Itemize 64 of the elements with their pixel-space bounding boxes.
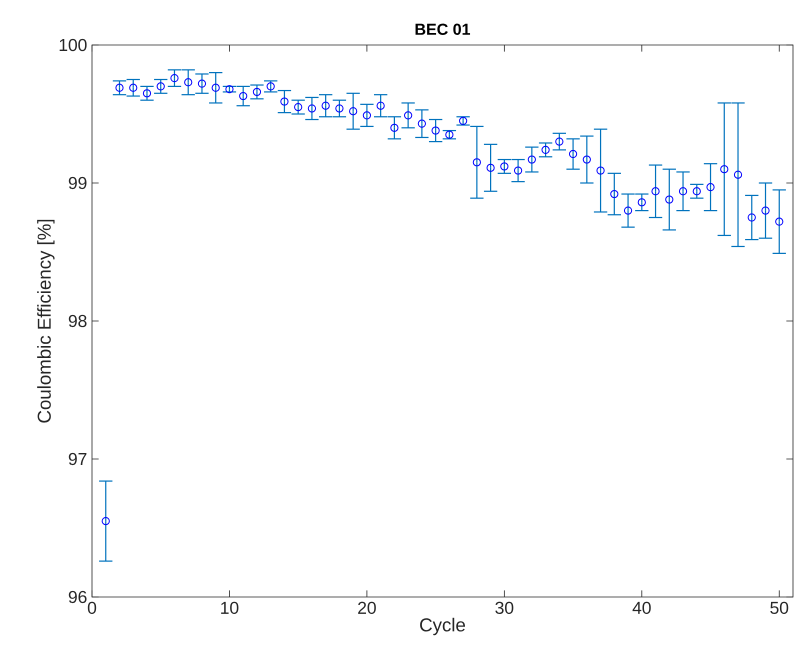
point [156, 82, 165, 90]
point [362, 111, 372, 120]
point [390, 124, 398, 132]
point [184, 78, 192, 86]
point [308, 104, 316, 113]
x-axis-title: Cycle [420, 618, 466, 636]
y-axis-title: Coulombic Efficiency [%] [37, 220, 55, 423]
point [170, 74, 179, 82]
point [665, 195, 674, 204]
point [239, 92, 248, 100]
point [486, 164, 495, 172]
point [638, 198, 646, 206]
point [129, 84, 138, 92]
point [294, 103, 302, 112]
point [692, 187, 701, 196]
x-tick-label: 50 [770, 602, 788, 614]
point [514, 166, 522, 175]
point [349, 107, 358, 116]
point [212, 84, 220, 92]
point [418, 120, 426, 128]
point [252, 88, 262, 96]
point [459, 116, 468, 126]
point [734, 170, 742, 179]
point [610, 190, 618, 198]
y-tick-label: 98 [68, 314, 87, 328]
x-tick-label: 30 [495, 602, 514, 614]
x-tick-label: 10 [221, 602, 238, 614]
point [568, 150, 578, 158]
point [555, 138, 564, 146]
x-tick-label: 0 [88, 602, 96, 614]
point [198, 80, 206, 88]
point [596, 166, 605, 175]
point [678, 187, 688, 196]
point [376, 102, 385, 110]
point [322, 102, 330, 110]
point [651, 187, 660, 196]
point [445, 130, 454, 139]
y-tick-label: 99 [68, 176, 86, 190]
point [266, 82, 275, 90]
point [280, 97, 289, 106]
point [472, 158, 481, 166]
point [142, 89, 152, 98]
chart-title: BEC 01 [416, 24, 470, 35]
point [335, 104, 344, 113]
point [624, 206, 632, 215]
y-tick-label: 96 [68, 590, 87, 604]
point [582, 155, 591, 164]
x-tick-label: 40 [632, 602, 651, 614]
point [404, 111, 412, 120]
point [432, 126, 440, 135]
point [775, 218, 784, 226]
point [748, 213, 756, 222]
point [706, 183, 715, 192]
x-tick-label: 20 [358, 602, 376, 614]
point [500, 162, 508, 171]
point [761, 206, 770, 215]
point [541, 146, 550, 154]
point [528, 155, 536, 164]
point [102, 517, 110, 526]
y-tick-label: 97 [68, 452, 86, 466]
y-tick-label: 100 [60, 38, 87, 52]
point [225, 85, 234, 94]
point [720, 165, 728, 174]
point [115, 84, 124, 92]
